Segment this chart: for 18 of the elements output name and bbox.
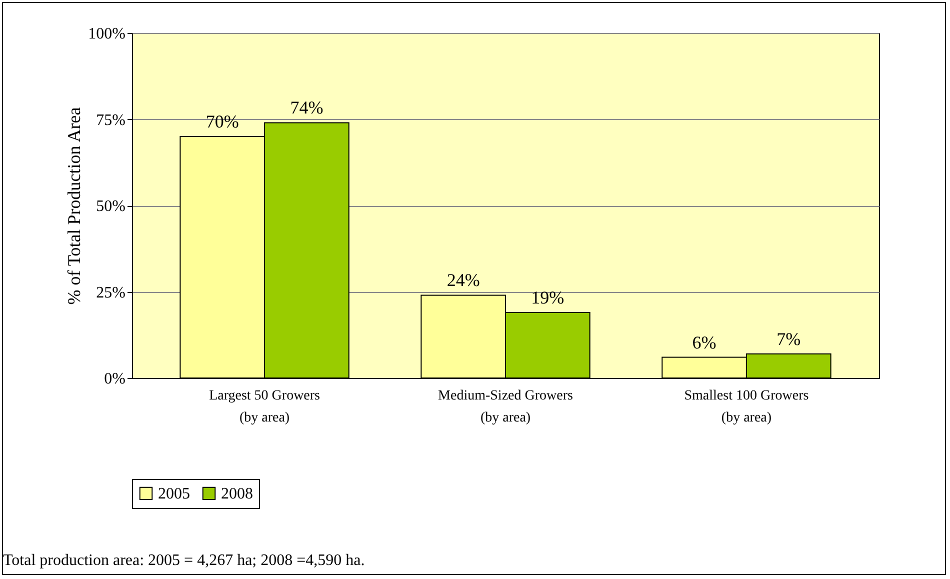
legend-label: 2005 (158, 485, 190, 502)
data-label: 24% (446, 270, 480, 290)
x-tick-label: Smallest 100 Growers (by area) (684, 388, 809, 426)
text: Total production area: 2005 = 4,267 ha; 2008 =4,590 ha. (3, 552, 365, 570)
y-axis-title: % of Total Production Area (64, 107, 84, 305)
y-tick-label: 50% (96, 198, 126, 215)
y-tick-label: 100% (88, 26, 126, 42)
data-label: 6% (692, 332, 716, 352)
legend-label: 2008 (221, 485, 253, 502)
x-tick-label: Largest 50 Growers (by area) (209, 388, 320, 426)
data-label: 7% (776, 328, 801, 349)
data-label: 70% (206, 112, 239, 132)
y-tick-label: 75% (96, 112, 126, 129)
data-label: 19% (531, 287, 564, 308)
data-label: 74% (290, 98, 324, 118)
y-tick-label: 0% (104, 370, 126, 388)
x-tick-label: Medium-Sized Growers (by area) (438, 388, 573, 426)
y-tick-label: 25% (96, 284, 126, 302)
